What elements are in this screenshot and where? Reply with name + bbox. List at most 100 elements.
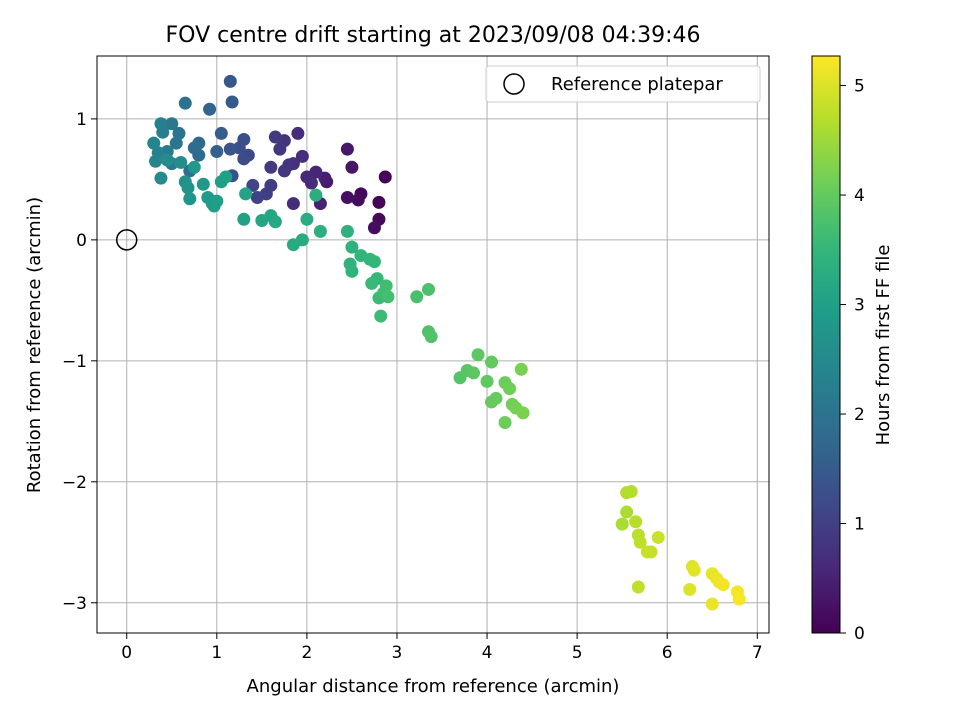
legend-marker-reference (503, 73, 525, 95)
y-axis-label: Rotation from reference (arcmin) (24, 197, 45, 493)
data-point (246, 178, 260, 192)
data-point (516, 406, 530, 420)
plot-area-frame (96, 55, 770, 634)
data-point (424, 330, 438, 344)
data-point (340, 191, 354, 205)
data-point (183, 192, 197, 206)
data-point (154, 171, 168, 185)
data-point (223, 142, 237, 156)
legend: Reference platepar (485, 65, 761, 103)
data-point (503, 382, 517, 396)
data-points (115, 74, 746, 611)
data-point (471, 348, 485, 362)
data-point (214, 126, 228, 140)
data-point (169, 136, 183, 150)
data-point (304, 176, 318, 190)
data-point (223, 74, 237, 88)
y-tick-label: −3 (62, 594, 87, 614)
data-point (410, 290, 424, 304)
x-axis-label: Angular distance from reference (arcmin) (247, 676, 620, 697)
colorbar-tick-label: 0 (854, 624, 865, 644)
data-point (196, 177, 210, 191)
data-point (365, 276, 379, 290)
data-point (367, 221, 381, 235)
reference-platepar-marker (115, 229, 138, 251)
data-point (351, 193, 365, 207)
x-tick-label: 1 (211, 643, 222, 663)
x-tick-label: 7 (752, 643, 763, 663)
data-point (421, 282, 435, 296)
data-point (210, 194, 224, 208)
data-point (210, 145, 224, 159)
data-point (237, 212, 251, 226)
data-point (651, 530, 665, 544)
y-tick-label: −2 (62, 473, 87, 493)
colorbar-tick-label: 4 (854, 186, 865, 206)
data-point (732, 592, 746, 606)
colorbar-gradient (811, 55, 841, 634)
colorbar-label: Hours from first FF file (873, 245, 894, 446)
data-point (273, 142, 287, 156)
data-point (225, 95, 239, 109)
colorbar-tick-label: 3 (854, 296, 865, 316)
data-point (268, 215, 282, 229)
data-point (683, 582, 697, 596)
data-point (381, 290, 395, 304)
data-point (624, 484, 638, 498)
data-point (268, 130, 282, 144)
data-point (374, 309, 388, 323)
data-point (644, 545, 658, 559)
x-tick-label: 4 (482, 643, 493, 663)
data-point (239, 187, 253, 201)
data-point (154, 117, 168, 131)
data-point (165, 117, 179, 131)
data-point (372, 195, 386, 209)
data-point (187, 141, 201, 155)
data-point (250, 191, 264, 205)
x-tick-label: 0 (121, 643, 132, 663)
y-tick-label: 1 (76, 110, 87, 130)
data-point (309, 188, 323, 202)
data-point (498, 416, 512, 430)
data-point (178, 96, 192, 110)
data-point (340, 224, 354, 238)
data-point (467, 366, 481, 380)
data-point (300, 212, 314, 226)
data-point (480, 374, 494, 388)
data-point (620, 505, 634, 519)
data-point (485, 355, 499, 369)
y-tick-label: −1 (62, 352, 87, 372)
data-point (237, 152, 251, 166)
colorbar-tick-label: 5 (854, 77, 865, 97)
data-point (295, 149, 309, 163)
data-point (291, 126, 305, 140)
data-point (345, 160, 359, 174)
data-point (340, 142, 354, 156)
data-point (489, 391, 503, 405)
data-point (286, 197, 300, 211)
colorbar-tick-label: 1 (854, 515, 865, 535)
data-point (149, 154, 163, 168)
data-point (367, 255, 381, 269)
data-point (181, 181, 195, 195)
colorbar-tick-label: 2 (854, 405, 865, 425)
data-point (203, 102, 217, 116)
data-point (633, 535, 647, 549)
chart-title: FOV centre drift starting at 2023/09/08 … (166, 23, 701, 48)
data-point (615, 517, 629, 531)
data-point (277, 164, 291, 178)
data-point (687, 563, 701, 577)
x-tick-label: 6 (662, 643, 673, 663)
data-point (219, 170, 233, 184)
colorbar: 0 1 2 3 4 5 Hours from first FF file (811, 55, 894, 644)
legend-box (485, 65, 761, 103)
x-tick-label: 2 (301, 643, 312, 663)
y-tick-label: 0 (76, 231, 87, 251)
data-point (631, 580, 645, 594)
data-point (313, 224, 327, 238)
data-point (345, 240, 359, 254)
data-point (716, 578, 730, 592)
data-point (345, 264, 359, 278)
data-point (379, 279, 393, 293)
